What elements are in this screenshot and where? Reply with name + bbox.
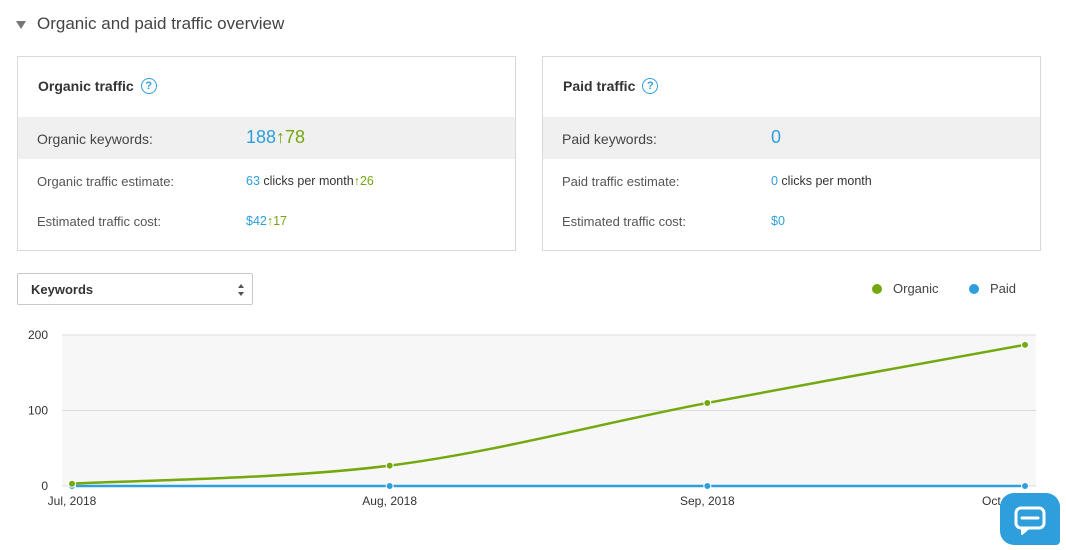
help-icon[interactable]: ? [140, 78, 157, 94]
paid-keywords-label: Paid keywords: [562, 131, 657, 147]
data-point-organic [68, 479, 76, 488]
metric-select-value: Keywords [31, 282, 94, 297]
legend-label-organic: Organic [893, 281, 939, 296]
paid-title-text: Paid traffic [563, 78, 636, 94]
organic-cost-label: Estimated traffic cost: [37, 214, 162, 229]
paid-keywords-value: 0 [771, 127, 782, 147]
paid-traffic-label: Paid traffic estimate: [562, 174, 680, 189]
paid-panel-title: Paid traffic ? [563, 78, 659, 94]
paid-traffic-count: 0 [771, 174, 778, 188]
organic-cost-amount: $42 [246, 214, 267, 228]
section-title: Organic and paid traffic overview [37, 14, 285, 33]
chat-button[interactable] [1000, 493, 1060, 545]
legend-item-organic[interactable]: Organic [872, 281, 939, 296]
help-icon[interactable]: ? [642, 78, 659, 94]
paid-traffic-value: 0 clicks per month [771, 174, 872, 188]
data-point-paid [385, 482, 394, 490]
legend-label-paid: Paid [990, 281, 1017, 296]
section-toggle[interactable]: Organic and paid traffic overview [16, 14, 284, 34]
up-arrow-icon: ↑ [266, 214, 274, 228]
organic-traffic-delta: 26 [359, 174, 374, 188]
organic-keywords-count: 188 [246, 127, 277, 147]
keywords-row [18, 117, 515, 159]
collapse-caret-icon [16, 20, 26, 29]
select-arrows-icon [238, 284, 244, 296]
paid-traffic-suffix: clicks per month [777, 174, 872, 188]
organic-legend-dot [872, 283, 882, 294]
series-line-organic [71, 343, 1026, 485]
paid-cost-label: Estimated traffic cost: [562, 214, 687, 229]
organic-keywords-delta: 78 [285, 127, 306, 147]
organic-traffic-label: Organic traffic estimate: [37, 174, 175, 189]
up-arrow-icon: ↑ [276, 127, 286, 147]
paid-traffic-panel: Paid traffic ? Paid keywords: 0 Paid tra… [542, 56, 1041, 251]
organic-cost-value: $42↑17 [246, 214, 287, 228]
chat-bubble-icon [1014, 506, 1046, 535]
data-point-paid [703, 482, 712, 490]
up-arrow-icon: ↑ [353, 174, 360, 188]
paid-cost-value: $0 [771, 214, 785, 228]
paid-cost-amount: $0 [771, 214, 785, 228]
organic-traffic-value: 63 clicks per month↑26 [246, 174, 374, 188]
paid-legend-dot [969, 283, 979, 294]
x-tick-label: Jul, 2018 [48, 494, 97, 508]
y-tick-label: 0 [41, 479, 48, 493]
x-tick-label: Aug, 2018 [362, 494, 417, 508]
y-tick-label: 200 [28, 328, 48, 342]
organic-panel-title: Organic traffic ? [38, 78, 157, 94]
organic-traffic-count[interactable]: 63 [246, 174, 260, 188]
keywords-row [543, 117, 1040, 159]
data-point-organic [1021, 340, 1029, 349]
data-point-organic [385, 461, 394, 470]
data-point-organic [703, 398, 712, 407]
legend-item-paid[interactable]: Paid [969, 281, 1016, 296]
metric-select[interactable]: Keywords [17, 273, 253, 305]
organic-keywords-label: Organic keywords: [37, 131, 153, 147]
organic-traffic-suffix: clicks per month [259, 174, 354, 188]
organic-cost-delta: 17 [273, 214, 288, 228]
organic-keywords-value: 188↑78 [246, 127, 305, 148]
x-tick-label: Oct [982, 494, 1001, 508]
organic-title-text: Organic traffic [38, 78, 134, 94]
y-tick-label: 100 [28, 404, 48, 418]
x-tick-label: Sep, 2018 [680, 494, 735, 508]
data-point-paid [1021, 482, 1029, 490]
organic-traffic-panel: Organic traffic ? Organic keywords: 188↑… [17, 56, 516, 251]
